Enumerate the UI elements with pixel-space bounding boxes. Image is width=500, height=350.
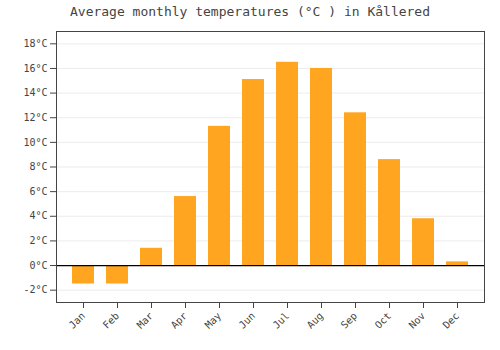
svg-text:Nov: Nov	[407, 310, 428, 331]
svg-text:8°C: 8°C	[29, 161, 47, 172]
html-text:Average monthly temperatures (: Average monthly temperatures (°C ) in Kå…	[70, 4, 430, 19]
svg-text:Sep: Sep	[339, 310, 360, 331]
svg-text:Mar: Mar	[135, 310, 156, 331]
svg-text:14°C: 14°C	[23, 87, 47, 98]
svg-text:Aug: Aug	[305, 310, 326, 331]
svg-text:6°C: 6°C	[29, 186, 47, 197]
svg-text:Jan: Jan	[67, 310, 88, 331]
svg-text:May: May	[203, 310, 224, 331]
svg-text:4°C: 4°C	[29, 210, 47, 221]
svg-text:12°C: 12°C	[23, 112, 47, 123]
svg-text:Oct: Oct	[373, 310, 394, 331]
svg-text:Dec: Dec	[441, 310, 462, 331]
svg-text:10°C: 10°C	[23, 137, 47, 148]
svg-text:Apr: Apr	[169, 310, 190, 331]
svg-text:0°C: 0°C	[29, 260, 47, 271]
svg-text:2°C: 2°C	[29, 235, 47, 246]
svg-text:Jun: Jun	[237, 310, 258, 331]
svg-text:Feb: Feb	[101, 310, 122, 331]
svg-text:18°C: 18°C	[23, 38, 47, 49]
svg-text:16°C: 16°C	[23, 63, 47, 74]
svg-text:-2°C: -2°C	[23, 284, 47, 295]
svg-text:Jul: Jul	[271, 310, 292, 331]
